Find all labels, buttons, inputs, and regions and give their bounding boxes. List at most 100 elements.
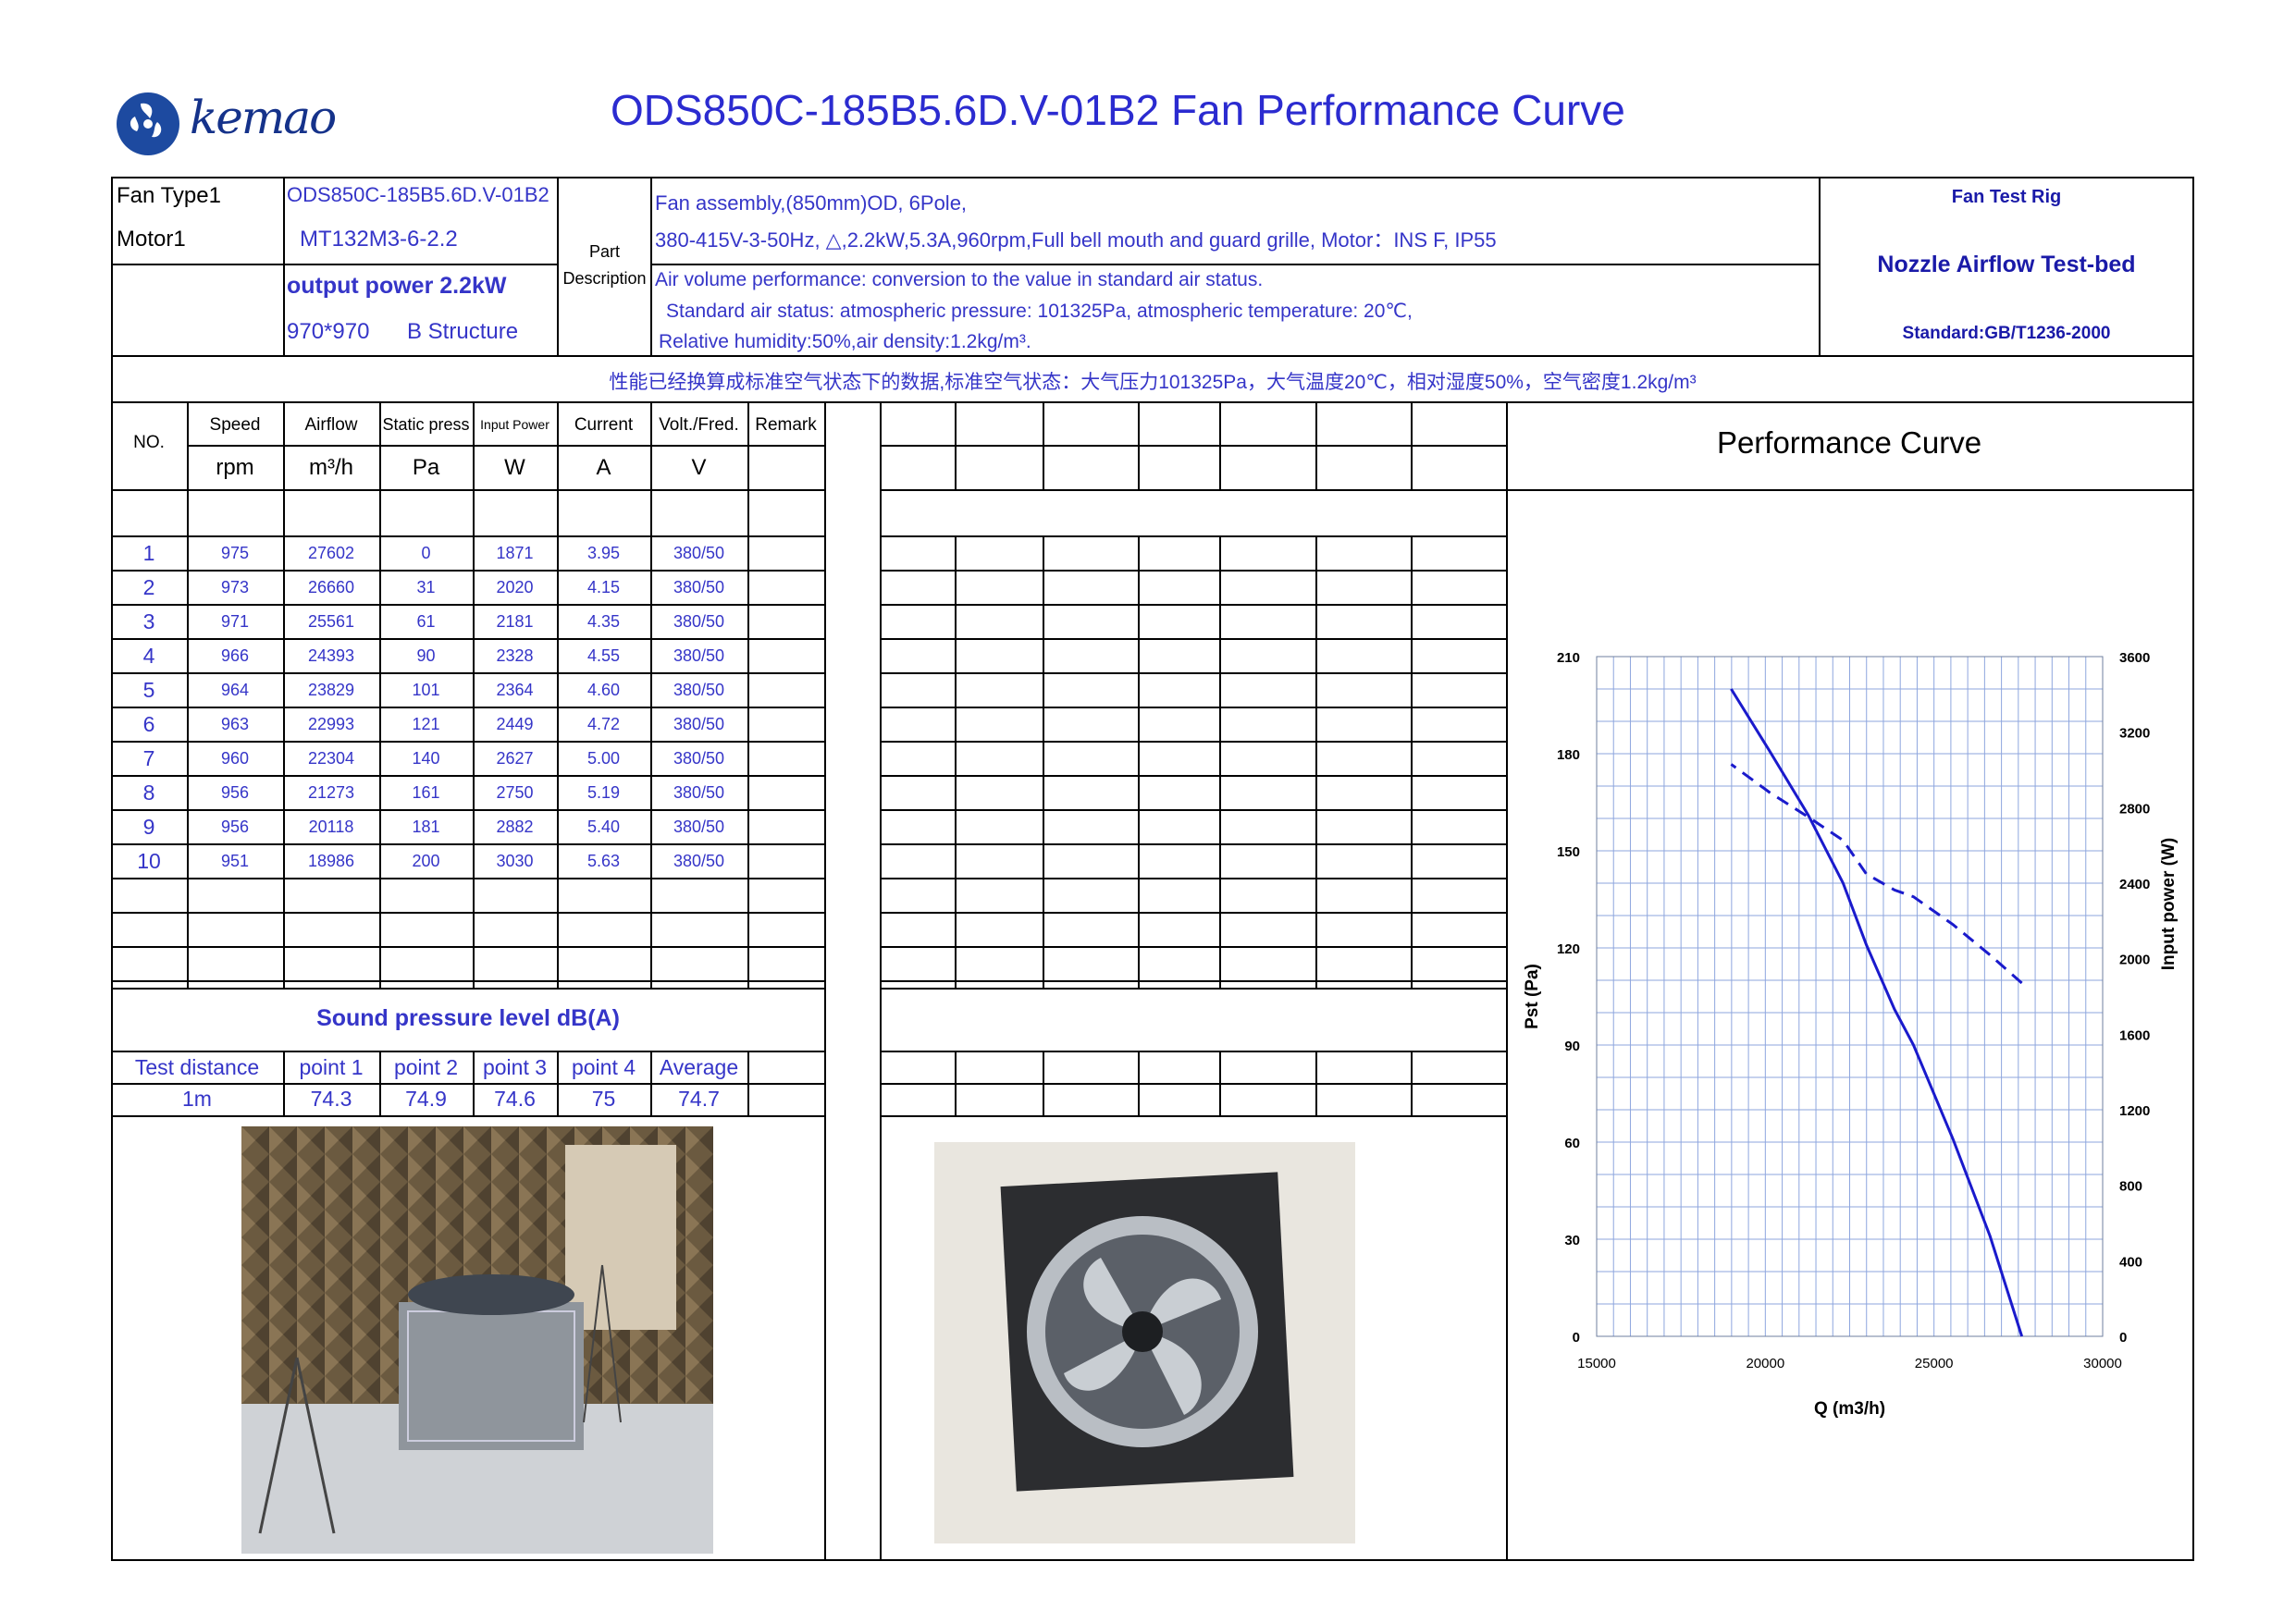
column-header: Input Power: [480, 417, 549, 432]
output-power: output power 2.2kW: [287, 273, 507, 299]
y2-axis-label: Input power (W): [2159, 838, 2179, 971]
standard-air-note: 性能已经换算成标准空气状态下的数据,标准空气状态：大气压力101325Pa，大气…: [609, 372, 1697, 393]
table-cell: 971: [220, 612, 250, 631]
table-cell: 5: [142, 678, 155, 702]
table-cell: 2882: [496, 818, 534, 836]
table-cell: 380/50: [673, 749, 725, 768]
column-unit: Pa: [412, 455, 440, 480]
sound-title: Sound pressure level dB(A): [316, 1005, 620, 1031]
table-cell: 973: [220, 578, 250, 596]
part-label: Part: [588, 242, 620, 261]
description-label: Description: [562, 269, 647, 288]
table-cell: 2181: [496, 612, 534, 631]
desc-line-5: Relative humidity:50%,air density:1.2kg/…: [659, 331, 1031, 352]
column-unit: A: [596, 455, 611, 480]
sound-header: Test distance: [134, 1055, 260, 1079]
plot-frame: [1596, 656, 2104, 1337]
table-cell: 181: [412, 818, 440, 836]
y2-tick-label: 400: [2119, 1254, 2142, 1270]
performance-chart: 0 30 60 90 120 150 180 210 0 400 800 1200 1600 2000 24…: [1523, 650, 2179, 1419]
column-header: Speed: [209, 415, 261, 435]
x-tick-label: 15000: [1577, 1356, 1616, 1371]
page-title: ODS850C-185B5.6D.V-01B2 Fan Performance …: [611, 86, 1625, 134]
sound-value: 74.9: [405, 1087, 447, 1111]
y-tick-label: 180: [1557, 747, 1580, 763]
table-cell: 380/50: [673, 783, 725, 802]
table-cell: 3030: [496, 852, 534, 870]
sound-header: point 4: [571, 1055, 636, 1079]
desc-line-1: Fan assembly,(850mm)OD, 6Pole,: [655, 191, 968, 215]
kemao-logo-icon: [117, 92, 179, 155]
table-cell: 4: [142, 644, 155, 668]
motor-label: Motor1: [117, 227, 186, 252]
y-axis-label: Pst (Pa): [1523, 964, 1542, 1029]
desc-line-2: 380-415V-3-50Hz, △,2.2kW,5.3A,960rpm,Ful…: [655, 228, 1497, 252]
sound-value: 74.3: [310, 1087, 352, 1111]
y-tick-label: 90: [1564, 1039, 1580, 1054]
fan-product-photo: [934, 1142, 1355, 1543]
sound-header: point 3: [482, 1055, 548, 1079]
table-cell: 5.63: [586, 852, 621, 870]
sound-header: point 2: [393, 1055, 459, 1079]
table-cell: 963: [220, 715, 250, 733]
sound-value: 1m: [182, 1087, 212, 1111]
y2-tick-label: 2000: [2119, 953, 2150, 968]
table-cell: 380/50: [673, 681, 725, 699]
column-unit: rpm: [216, 455, 254, 480]
table-cell: 23829: [307, 681, 355, 699]
y-tick-label: 210: [1557, 650, 1580, 666]
y2-tick-label: 3600: [2119, 650, 2150, 666]
table-cell: 7: [142, 746, 155, 770]
fan-type-value: ODS850C-185B5.6D.V-01B2: [287, 183, 549, 206]
table-cell: 20118: [308, 818, 354, 836]
desc-line-3: Air volume performance: conversion to th…: [655, 269, 1264, 290]
table-cell: 966: [220, 646, 250, 665]
y2-tick-label: 2800: [2119, 801, 2150, 817]
table-cell: 161: [412, 783, 440, 802]
table-cell: 380/50: [673, 852, 725, 870]
table-cell: 10: [137, 849, 161, 873]
table-cell: 6: [142, 712, 155, 736]
motor-value: MT132M3-6-2.2: [300, 227, 458, 252]
column-unit: V: [691, 455, 707, 480]
y-tick-label: 120: [1557, 941, 1580, 957]
column-header: Current: [574, 415, 634, 435]
table-cell: 2328: [496, 646, 534, 665]
chart-title: Performance Curve: [1716, 425, 1982, 460]
y-tick-label: 60: [1564, 1136, 1580, 1151]
table-cell: 27602: [307, 544, 355, 562]
table-cell: 4.15: [586, 578, 621, 596]
table-cell: 18986: [307, 852, 355, 870]
table-cell: 964: [220, 681, 250, 699]
x-tick-label: 30000: [2083, 1356, 2122, 1371]
test-rig-label: Fan Test Rig: [1951, 187, 2062, 207]
static-pressure-curve: [1730, 688, 2024, 1337]
column-unit: [747, 450, 824, 485]
table-cell: 5.19: [586, 783, 621, 802]
y2-tick-label: 3200: [2119, 726, 2150, 742]
table-cell: 0: [421, 544, 431, 562]
column-header: Airflow: [304, 415, 358, 435]
column-unit: m³/h: [309, 455, 353, 480]
input-power-curve: [1730, 763, 2023, 985]
table-cell: 24393: [307, 646, 355, 665]
table-cell: 8: [142, 781, 155, 805]
y2-tick-label: 800: [2119, 1179, 2142, 1195]
table-cell: 22304: [307, 749, 355, 768]
sound-value: 74.6: [494, 1087, 536, 1111]
structure-type: B Structure: [407, 319, 519, 344]
table-cell: 121: [412, 715, 440, 733]
table-cell: 380/50: [673, 612, 725, 631]
x-tick-label: 25000: [1915, 1356, 1954, 1371]
table-cell: 4.55: [586, 646, 621, 665]
table-cell: 2449: [496, 715, 534, 733]
y2-tick-label: 1600: [2119, 1027, 2150, 1043]
table-cell: 4.35: [586, 612, 621, 631]
table-cell: 90: [416, 646, 436, 665]
y-tick-label: 0: [1573, 1330, 1580, 1346]
sound-value: 74.7: [678, 1087, 720, 1111]
sound-header: Average: [659, 1055, 739, 1079]
table-cell: 380/50: [673, 544, 725, 562]
table-cell: 380/50: [673, 646, 725, 665]
table-cell: 4.72: [586, 715, 621, 733]
